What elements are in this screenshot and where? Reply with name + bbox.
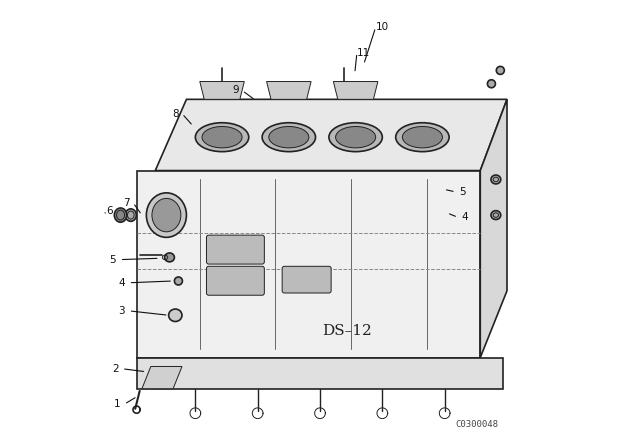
Ellipse shape [164, 253, 175, 262]
Polygon shape [138, 171, 480, 358]
Ellipse shape [496, 66, 504, 74]
Text: 10: 10 [376, 22, 389, 32]
Text: 11: 11 [357, 47, 371, 58]
Text: 4: 4 [461, 212, 468, 222]
Ellipse shape [335, 126, 376, 148]
Text: 9: 9 [232, 86, 239, 95]
Ellipse shape [491, 175, 500, 184]
Text: 5: 5 [459, 187, 466, 197]
Text: 4: 4 [118, 278, 125, 288]
Ellipse shape [262, 123, 316, 152]
Ellipse shape [396, 123, 449, 152]
Ellipse shape [125, 209, 136, 221]
Ellipse shape [403, 126, 442, 148]
Text: 2: 2 [112, 364, 118, 374]
Text: 1: 1 [114, 399, 121, 409]
Text: 3: 3 [118, 306, 125, 316]
Ellipse shape [152, 198, 181, 232]
Ellipse shape [175, 277, 182, 285]
Polygon shape [200, 82, 244, 99]
Polygon shape [156, 99, 507, 171]
Text: 8: 8 [172, 108, 179, 119]
Ellipse shape [491, 211, 500, 220]
FancyBboxPatch shape [207, 235, 264, 264]
FancyBboxPatch shape [282, 266, 331, 293]
Ellipse shape [168, 309, 182, 322]
Polygon shape [480, 99, 507, 358]
Ellipse shape [202, 126, 242, 148]
Text: DS–12: DS–12 [322, 324, 372, 338]
Ellipse shape [115, 208, 127, 222]
Polygon shape [333, 82, 378, 99]
Polygon shape [142, 366, 182, 389]
Polygon shape [138, 358, 502, 389]
Ellipse shape [147, 193, 186, 237]
FancyBboxPatch shape [207, 266, 264, 295]
Polygon shape [267, 82, 311, 99]
Text: C0300048: C0300048 [455, 420, 498, 429]
Text: 5: 5 [109, 254, 116, 265]
Ellipse shape [195, 123, 249, 152]
Text: 6: 6 [106, 206, 113, 215]
Text: 7: 7 [123, 198, 130, 207]
Ellipse shape [269, 126, 309, 148]
Ellipse shape [329, 123, 382, 152]
Ellipse shape [488, 80, 495, 88]
